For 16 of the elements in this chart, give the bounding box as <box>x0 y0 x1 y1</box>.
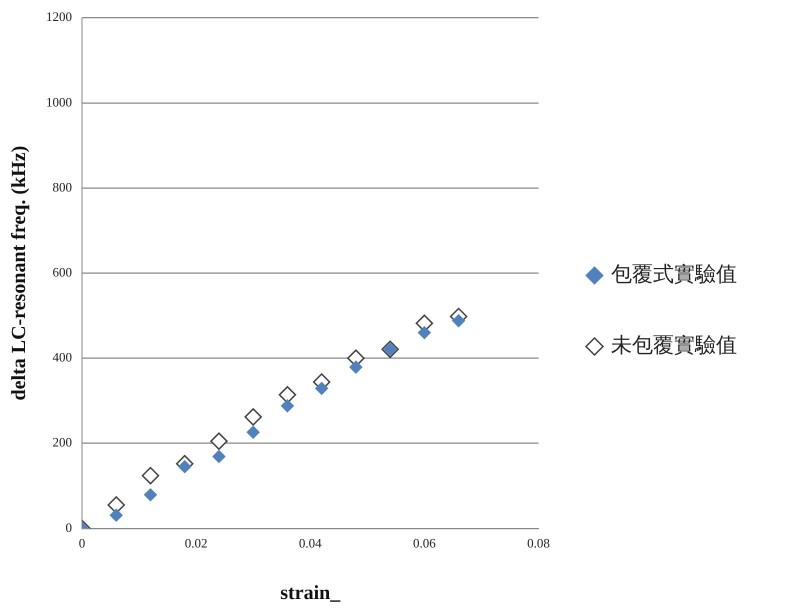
x-tick-label: 0.02 <box>184 536 208 551</box>
y-tick-label: 1200 <box>46 9 72 24</box>
legend-label: 未包覆實驗值 <box>611 332 737 357</box>
y-tick-label: 0 <box>66 520 72 535</box>
y-axis-title: delta LC-resonant freq. (kHz) <box>8 146 30 400</box>
y-tick-label: 1000 <box>46 94 72 110</box>
x-tick-label: 0.08 <box>527 536 550 551</box>
x-tick-label: 0.06 <box>413 536 436 551</box>
x-tick-label: 0.04 <box>298 536 322 551</box>
legend-label: 包覆式實驗值 <box>611 262 737 286</box>
y-tick-label: 600 <box>52 264 72 280</box>
y-tick-label: 800 <box>52 179 72 194</box>
y-tick-label: 400 <box>52 350 72 365</box>
x-tick-label: 0 <box>78 536 86 551</box>
x-axis-title: strain_ <box>280 582 342 604</box>
y-tick-label: 200 <box>52 434 72 450</box>
